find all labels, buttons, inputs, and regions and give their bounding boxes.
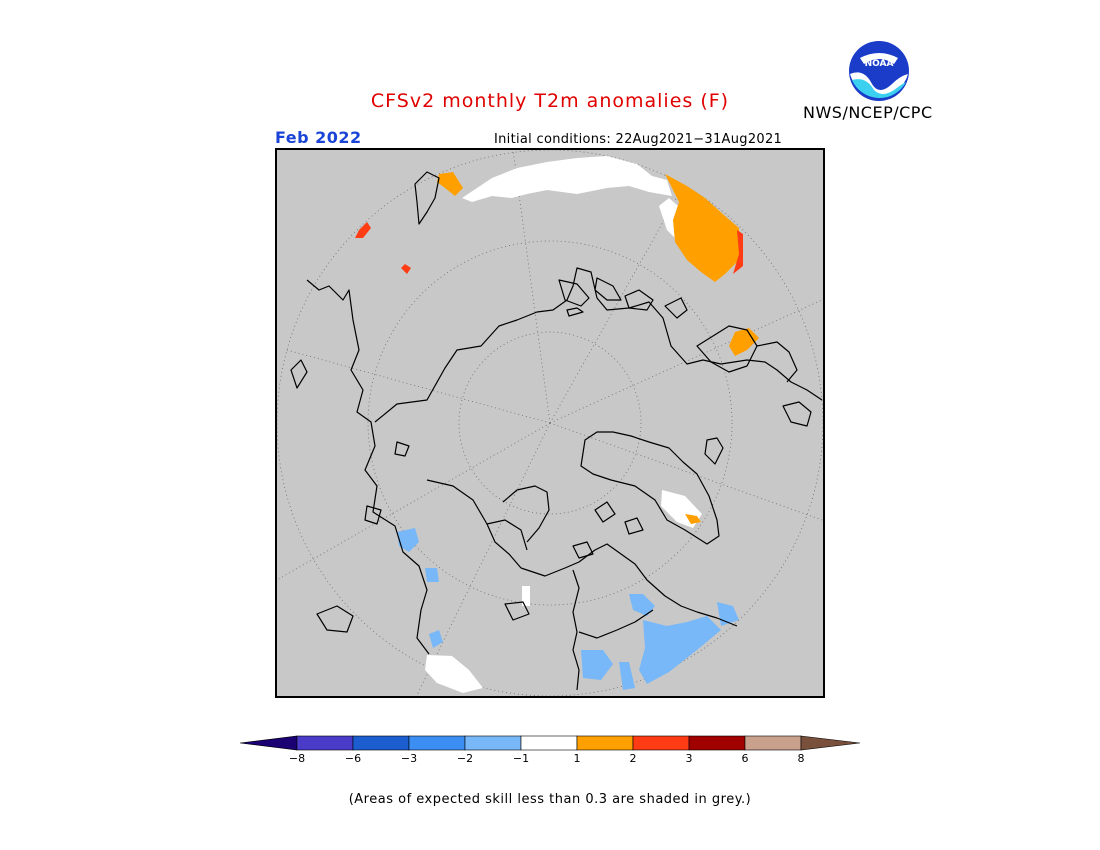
colorbar-tick-label: 1 bbox=[573, 752, 581, 765]
colorbar-segment bbox=[296, 735, 354, 751]
map-title: CFSv2 monthly T2m anomalies (F) bbox=[370, 90, 730, 112]
skill-footnote: (Areas of expected skill less than 0.3 a… bbox=[348, 792, 752, 807]
colorbar-tick-label: −3 bbox=[400, 752, 418, 765]
negative-anomaly-regions bbox=[397, 528, 739, 690]
colorbar-segment bbox=[632, 735, 690, 751]
colorbar-tick-label: −8 bbox=[288, 752, 306, 765]
initial-conditions: Initial conditions: 22Aug2021−31Aug2021 bbox=[494, 132, 783, 147]
graticule bbox=[277, 150, 823, 696]
colorbar-segment bbox=[576, 735, 634, 751]
colorbar-arrow-high bbox=[800, 735, 860, 751]
colorbar bbox=[240, 735, 860, 751]
positive-anomaly-regions bbox=[437, 172, 759, 524]
polar-map bbox=[275, 148, 825, 698]
neutral-anomaly-regions bbox=[425, 156, 702, 693]
colorbar-segment bbox=[520, 735, 578, 751]
colorbar-segment bbox=[744, 735, 802, 751]
noaa-logo-text: NOAA bbox=[865, 59, 894, 69]
polar-map-svg bbox=[277, 150, 823, 696]
colorbar-segment bbox=[408, 735, 466, 751]
strong-positive-anomaly-regions bbox=[355, 222, 743, 274]
colorbar-segment bbox=[688, 735, 746, 751]
colorbar-tick-label: 2 bbox=[629, 752, 637, 765]
colorbar-segment bbox=[352, 735, 410, 751]
colorbar-tick-label: −2 bbox=[456, 752, 474, 765]
colorbar-tick-label: 6 bbox=[741, 752, 749, 765]
colorbar-tick-label: −1 bbox=[512, 752, 530, 765]
colorbar-arrow-low bbox=[240, 735, 298, 751]
target-month: Feb 2022 bbox=[275, 128, 362, 147]
noaa-logo: NOAA bbox=[849, 41, 909, 101]
coastlines bbox=[290, 171, 823, 691]
organization-label: NWS/NCEP/CPC bbox=[803, 103, 933, 122]
colorbar-tick-label: 3 bbox=[685, 752, 693, 765]
colorbar-segment bbox=[464, 735, 522, 751]
colorbar-tick-label: −6 bbox=[344, 752, 362, 765]
colorbar-tick-label: 8 bbox=[797, 752, 805, 765]
